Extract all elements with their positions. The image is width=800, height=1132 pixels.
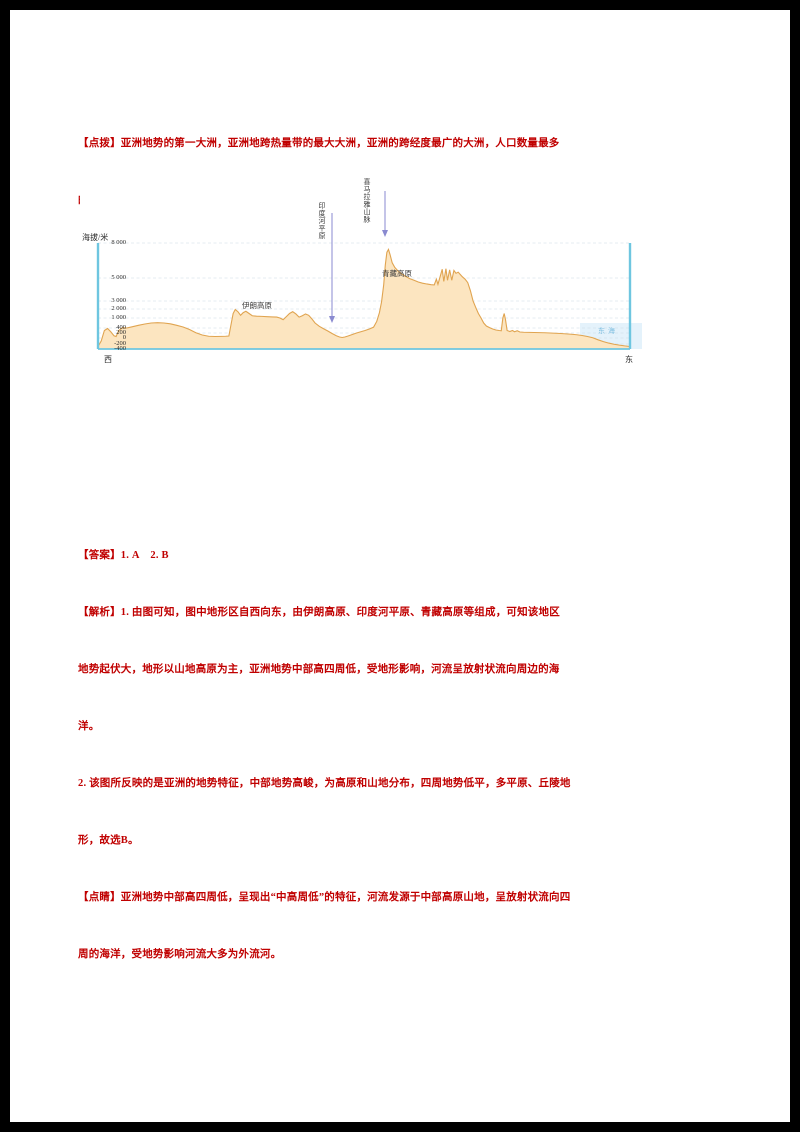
pointer-himalaya [382, 191, 388, 237]
elevation-profile-chart [80, 173, 642, 373]
analysis-line: 周的海洋，受地势影响河流大多为外流河。 [78, 949, 282, 960]
y-axis-title: 海拔/米 [82, 233, 109, 242]
y-tick-labels: 8 000 5 000 3 000 2 000 1 000 400 200 0 … [90, 173, 126, 373]
label-indus-plain: 印度河平原 [318, 202, 326, 240]
y-tick: 8 000 [111, 239, 126, 246]
label-tibet-plateau: 青藏高原 [382, 269, 412, 278]
document-page: 【点拨】亚洲地势的第一大洲，亚洲地跨热量带的最大大洲，亚洲的跨经度最广的大洲，人… [10, 10, 790, 1122]
y-tick: 200 [116, 329, 126, 336]
analysis-line: 【点睛】亚洲地势中部高四周低，呈现出“中高周低”的特征，河流发源于中部高原山地，… [78, 892, 571, 903]
y-tick: -400 [114, 345, 126, 352]
y-tick: 5 000 [111, 274, 126, 281]
pointer-indus [329, 213, 335, 323]
analysis-line: 【解析】1. 由图可知，图中地形区自西向东，由伊朗高原、印度河平原、青藏高原等组… [78, 607, 560, 618]
terrain-outline [97, 248, 631, 348]
y-tick: 3 000 [111, 297, 126, 304]
label-east-sea: 东海 [598, 327, 618, 335]
hint-line: 【点拨】亚洲地势的第一大洲，亚洲地跨热量带的最大大洲，亚洲的跨经度最广的大洲，人… [78, 138, 560, 149]
label-himalaya: 喜马拉雅山脉 [363, 178, 371, 223]
terrain-area [98, 249, 630, 349]
analysis-line: 地势起伏大，地形以山地高原为主，亚洲地势中部高四周低，受地形影响，河流呈放射状流… [78, 664, 560, 675]
answer-analysis-block: 【答案】1. A 2. B 【解析】1. 由图可知，图中地形区自西向东，由伊朗高… [78, 508, 728, 1002]
x-axis-label-west: 西 [104, 355, 112, 364]
analysis-line: 2. 该图所反映的是亚洲的地势特征，中部地势高峻，为高原和山地分布，四周地势低平… [78, 778, 571, 789]
label-iranian-plateau: 伊朗高原 [242, 301, 272, 310]
chart-svg [80, 173, 642, 373]
analysis-line: 形，故选B。 [78, 835, 139, 846]
x-axis-label-east: 东 [625, 355, 633, 364]
y-tick: 1 000 [111, 314, 126, 321]
y-tick: 2 000 [111, 305, 126, 312]
y-tick: 0 [122, 334, 126, 341]
y-tick: 400 [116, 324, 126, 331]
analysis-line: 洋。 [78, 721, 100, 732]
answer-line: 【答案】1. A 2. B [78, 550, 169, 561]
y-tick: -200 [114, 340, 126, 347]
